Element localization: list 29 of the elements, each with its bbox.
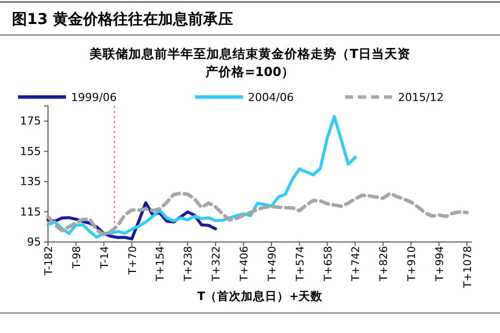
x-tick-label: T-182 (43, 246, 55, 276)
chart-subtitle: 美联储加息前半年至加息结束黄金价格走势（T日当天资产价格=100） (88, 46, 410, 79)
x-tick-label: T-14 (98, 246, 111, 270)
legend-label: 2004/06 (248, 91, 294, 104)
x-tick-label: T+826 (378, 246, 390, 282)
x-tick-label: T+910 (406, 246, 418, 282)
x-tick-label: T+154 (154, 246, 167, 282)
x-tick-label: T+574 (294, 246, 306, 282)
y-tick-label: 95 (27, 236, 41, 249)
y-tick-label: 135 (20, 175, 41, 188)
y-tick-label: 115 (20, 205, 41, 218)
x-tick-label: T-98 (70, 246, 83, 270)
x-tick-label: T+742 (350, 246, 362, 282)
x-tick-label: T+658 (322, 246, 334, 282)
x-tick-label: T+1078 (462, 246, 474, 289)
legend-label: 2015/12 (398, 91, 444, 104)
chart-title: 图13 黄金价格往往在加息前承压 (12, 10, 234, 28)
line-series (46, 115, 357, 239)
x-tick-label: T+238 (182, 246, 195, 282)
legend-label: 1999/06 (71, 91, 117, 104)
y-tick-label: 155 (20, 144, 41, 158)
x-tick-label: T+994 (434, 246, 446, 282)
y-tick-label: 175 (20, 114, 41, 128)
x-tick-label: T+70 (126, 246, 139, 276)
line-series (46, 191, 469, 236)
x-tick-label: T+406 (238, 246, 250, 282)
x-axis-title: T（首次加息日）+天数 (197, 289, 324, 303)
x-tick-label: T+322 (210, 246, 223, 282)
x-tick-label: T+490 (266, 246, 278, 282)
